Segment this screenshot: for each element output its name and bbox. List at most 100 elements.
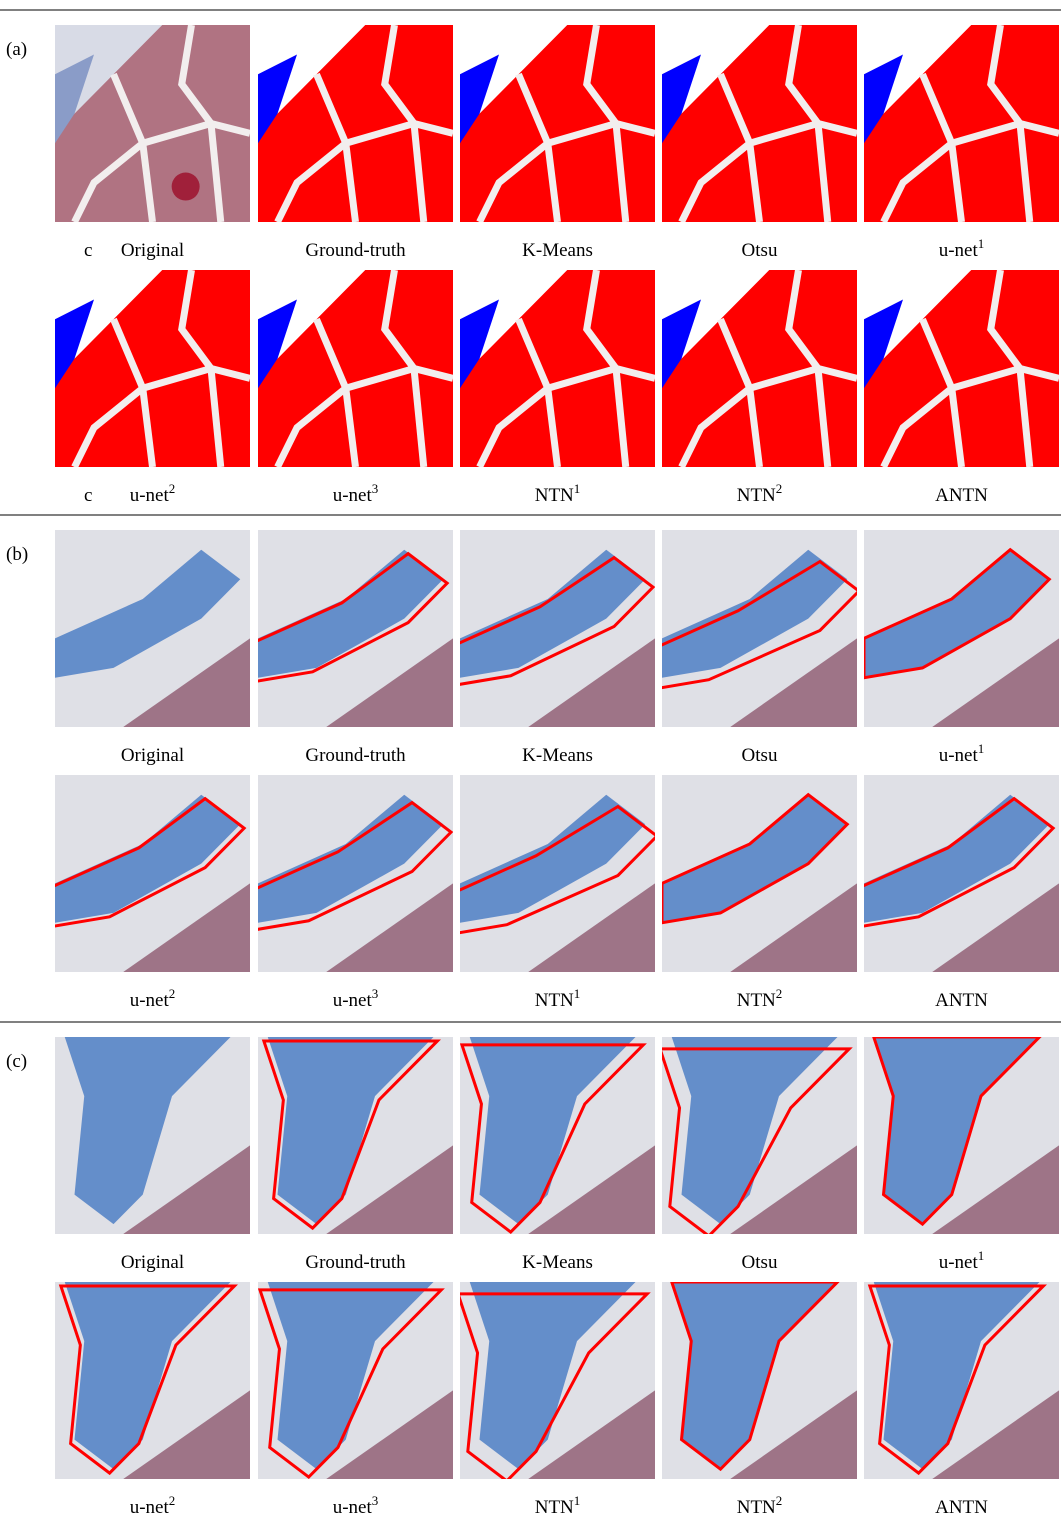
image [258,1037,453,1234]
caption: ANTN [935,1497,988,1518]
caption: u-net3 [333,1493,379,1518]
caption-text: u-net [939,745,979,766]
image [864,270,1059,467]
image [254,530,453,727]
caption-text: NTN [535,1497,574,1518]
caption-text: K-Means [522,240,593,261]
caption: Ground-truth [305,745,406,766]
caption-text: Original [121,240,184,261]
image [258,25,453,222]
vessel [172,173,200,201]
caption-text: NTN [737,990,776,1011]
caption-sup: 1 [978,741,985,756]
image [258,270,453,467]
image [660,1037,857,1236]
caption: Original [121,745,184,766]
caption-sup: 1 [574,1493,581,1508]
image [51,775,250,972]
caption: NTN2 [737,481,783,506]
caption-text: Otsu [742,1252,778,1273]
image [662,270,857,467]
image [55,530,250,727]
image [452,530,655,727]
image [864,1037,1059,1234]
caption: u-net1 [939,236,985,261]
caption: Otsu [742,1252,778,1273]
caption-sup: 3 [372,481,379,496]
caption-text: u-net [939,1252,979,1273]
caption: ANTN [935,485,988,506]
caption-sup: 2 [776,1493,783,1508]
image [258,1282,453,1479]
image [458,1282,655,1481]
image [460,25,655,222]
caption: Ground-truth [305,240,406,261]
row-prefix: c [84,240,92,261]
caption: u-net3 [333,986,379,1011]
caption-sup: 1 [574,481,581,496]
caption: Ground-truth [305,1252,406,1273]
caption-text: u-net [130,990,170,1011]
caption-text: u-net [130,1497,170,1518]
caption-text: ANTN [935,1497,988,1518]
caption-text: NTN [737,485,776,506]
caption: Otsu [742,745,778,766]
image [55,25,250,222]
image [448,775,657,972]
caption-sup: 2 [776,481,783,496]
image [55,270,250,467]
caption-sup: 2 [169,481,176,496]
caption: u-net1 [939,1248,985,1273]
image [460,270,655,467]
caption: NTN1 [535,986,581,1011]
caption-text: NTN [737,1497,776,1518]
caption: u-net1 [939,741,985,766]
caption-text: u-net [939,240,979,261]
caption: u-net2 [130,481,176,506]
caption-text: u-net [130,485,170,506]
caption-text: ANTN [935,990,988,1011]
caption-text: u-net [333,1497,373,1518]
caption-text: NTN [535,990,574,1011]
image [650,530,859,727]
caption: u-net2 [130,986,176,1011]
image [662,775,857,972]
caption-text: NTN [535,485,574,506]
caption: NTN2 [737,1493,783,1518]
image [864,25,1059,222]
caption-sup: 3 [372,1493,379,1508]
caption-text: Original [121,745,184,766]
caption: Original [121,1252,184,1273]
caption-sup: 2 [776,986,783,1001]
image [662,25,857,222]
panel-label: (b) [6,544,28,565]
caption-text: K-Means [522,745,593,766]
caption-sup: 1 [574,986,581,1001]
caption-text: u-net [333,990,373,1011]
caption-sup: 1 [978,1248,985,1263]
panel-label: (a) [6,39,27,60]
caption-sup: 3 [372,986,379,1001]
caption-text: Ground-truth [305,240,406,261]
caption-sup: 2 [169,986,176,1001]
caption: NTN1 [535,1493,581,1518]
caption-text: Ground-truth [305,745,406,766]
caption-text: u-net [333,485,373,506]
caption-text: Original [121,1252,184,1273]
image [662,1282,857,1479]
image [250,775,453,972]
caption: Original [121,240,184,261]
caption-text: K-Means [522,1252,593,1273]
caption: K-Means [522,745,593,766]
row-prefix: c [84,485,92,506]
caption: NTN1 [535,481,581,506]
caption: u-net3 [333,481,379,506]
caption: ANTN [935,990,988,1011]
caption-text: ANTN [935,485,988,506]
caption: NTN2 [737,986,783,1011]
image [460,1037,655,1234]
caption: K-Means [522,1252,593,1273]
caption-sup: 2 [169,1493,176,1508]
image [55,1037,250,1234]
image [864,1282,1059,1479]
